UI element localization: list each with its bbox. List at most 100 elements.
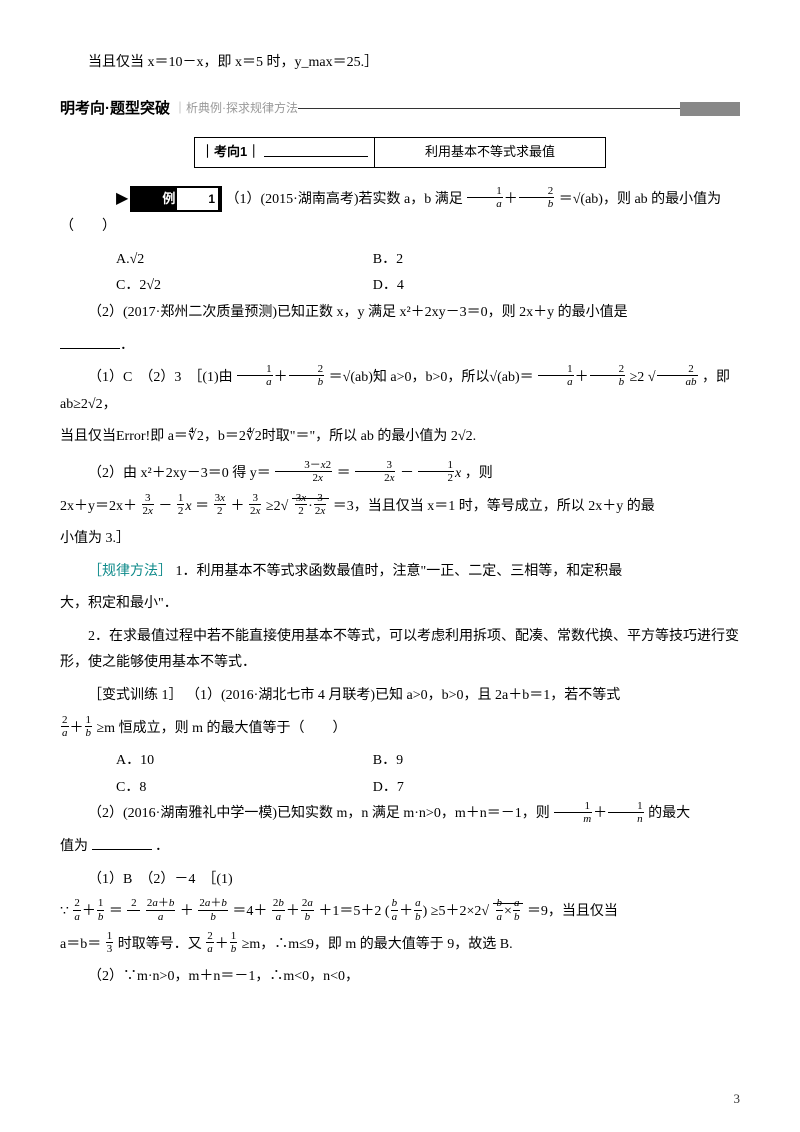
vs1d: ＝4＋	[232, 904, 267, 919]
sol-line-1: （1）C （2）3 ［(1)由 1a＋2b ＝√(ab)知 a>0，b>0，所以…	[60, 365, 740, 418]
sol4f: ＝3，当且仅当 x＝1 时，等号成立，所以 2x＋y 的最	[333, 499, 655, 514]
vsol-line-3: （2）∵m·n>0，m＋n＝－1，∴m<0，n<0，	[60, 964, 740, 991]
var2-blank	[92, 838, 152, 850]
sol4a: 2x＋y＝2x＋	[60, 499, 137, 514]
example-1-stem: ▶ 例1 （1）(2015·湖南高考)若实数 a，b 满足 1a＋2b ＝√(a…	[60, 184, 740, 241]
play-icon: ▶	[88, 184, 128, 214]
page-number: 3	[734, 1087, 741, 1112]
intro-line: 当且仅当 x＝10－x，即 x＝5 时，y_max＝25.］	[60, 50, 740, 77]
options-row-1: A.√2 B．2	[60, 247, 740, 274]
v-option-b: B．9	[373, 748, 740, 775]
sol4c: ＝	[195, 499, 209, 514]
frac-vs-2: 2	[127, 897, 140, 922]
frac-1n: 1n	[608, 800, 644, 825]
direction-label: ｜考向1｜	[201, 140, 260, 165]
blank-underline	[60, 337, 120, 349]
frac-s4-2: 12	[177, 492, 185, 517]
frac-vs2-2a: 2a	[206, 930, 214, 955]
option-b: B．2	[373, 247, 740, 274]
variant-1-cont: 2a＋1b ≥m 恒成立，则 m 的最大值等于（ ）	[60, 716, 740, 743]
sqrt-prod: 3x2·32x	[292, 498, 329, 514]
v-options-row-1: A．10 B．9	[60, 748, 740, 775]
direction-right: 利用基本不等式求最值	[375, 138, 605, 167]
frac-vs-2ba: 2ba	[272, 897, 285, 922]
sol2d: ，则	[465, 466, 493, 481]
method-line-2: 2．在求最值过程中若不能直接使用基本不等式，可以考虑利用拆项、配凑、常数代换、平…	[60, 624, 740, 677]
sol2a: （2）由 x²＋2xy－3＝0 得 y＝	[88, 466, 271, 481]
var2d: ．	[155, 839, 169, 854]
frac-2b2: 2b	[590, 363, 626, 388]
paren-frac: (ba＋ab)	[385, 904, 427, 919]
vs1e: ＋1＝5＋2	[318, 904, 381, 919]
vsol-line-2: a＝b＝ 13 时取等号．又 2a＋1b ≥m，∴m≤9，即 m 的最大值等于 …	[60, 932, 740, 959]
v-option-d: D．7	[373, 775, 740, 802]
var1b: ≥m 恒成立，则 m 的最大值等于（ ）	[97, 721, 347, 736]
sol-mid2: ≥2	[630, 370, 645, 385]
var2b: 的最大	[648, 806, 690, 821]
frac-1-a: 1a	[467, 185, 503, 210]
frac-2-b: 2b	[519, 185, 555, 210]
example-marker: ▶ 例1	[88, 184, 222, 214]
sol2b: ＝	[337, 466, 351, 481]
frac-s4-4: 32x	[249, 492, 261, 517]
frac-vs-2ab2: 2ab	[301, 897, 314, 922]
variant-2-cont: 值为 ．	[60, 834, 740, 861]
vs2a: a＝b＝	[60, 937, 101, 952]
vs2b: 时取等号．又	[118, 937, 202, 952]
divider-line	[298, 108, 680, 109]
sqrt-2ab: √2ab	[648, 370, 699, 385]
section-divider: 明考向·题型突破 ｜析典例·探求规律方法	[60, 95, 740, 124]
ex2-text: （2）(2017·郑州二次质量预测)已知正数 x，y 满足 x²＋2xy－3＝0…	[88, 305, 628, 320]
sol-line-2: 当且仅当Error!即 a＝∜2，b＝2∜2时取"＝"，所以 ab 的最小值为 …	[60, 424, 740, 451]
v-option-c: C．8	[60, 775, 373, 802]
frac-1-3: 13	[106, 930, 114, 955]
frac-1b: 1b	[85, 714, 93, 739]
ex1-source: （1）(2015·湖南高考)若实数 a，b 满足	[226, 192, 463, 207]
vs1b: ＝	[109, 904, 123, 919]
v-option-a: A．10	[60, 748, 373, 775]
var2c: 值为	[60, 839, 88, 854]
section-heading: 明考向·题型突破	[60, 95, 174, 124]
frac-vs-2ab-b: 2a＋bb	[198, 897, 228, 922]
sol-mid1: ＝√(ab)知 a>0，b>0，所以√(ab)＝	[329, 370, 534, 385]
method-1: 1．利用基本不等式求函数最值时，注意"一正、二定、三相等，和定积最	[176, 564, 623, 579]
direction-left: ｜考向1｜	[195, 138, 375, 167]
ex2-stem: （2）(2017·郑州二次质量预测)已知正数 x，y 满足 x²＋2xy－3＝0…	[60, 300, 740, 327]
options-row-2: C．2√2 D．4	[60, 273, 740, 300]
frac-1a: 1a	[237, 363, 273, 388]
vs1c: ＋	[180, 904, 194, 919]
sol4d: ＋	[231, 499, 245, 514]
var1a: （1）(2016·湖北七市 4 月联考)已知 a>0，b>0，且 2a＋b＝1，…	[186, 688, 620, 703]
frac-vs-1b: 1b	[97, 897, 105, 922]
frac-vs2-1b: 1b	[230, 930, 238, 955]
method-line-1b: 大，积定和最小"．	[60, 591, 740, 618]
direction-table: ｜考向1｜ 利用基本不等式求最值	[194, 137, 606, 168]
frac-vs-2a: 2a	[73, 897, 81, 922]
frac-1-2x: 12	[418, 459, 454, 484]
vs1g: ＝9，当且仅当	[527, 904, 618, 919]
sol4b: －	[158, 499, 172, 514]
frac-s4-3: 3x2	[214, 492, 226, 517]
example-number: 1	[177, 188, 218, 211]
direction-underline	[264, 147, 368, 157]
frac-2b: 2b	[289, 363, 325, 388]
vs1f: ≥5＋2×2√	[431, 904, 489, 919]
ex2-blank-line: ．	[60, 333, 740, 360]
variant-2-stem: （2）(2016·湖南雅礼中学一模)已知实数 m，n 满足 m·n>0，m＋n＝…	[60, 801, 740, 828]
frac-2a: 2a	[61, 714, 69, 739]
option-c: C．2√2	[60, 273, 373, 300]
vsol-line-1: ∵ 2a＋1b ＝ 2 2a＋ba ＋ 2a＋bb ＝4＋ 2ba＋2ab ＋1…	[60, 899, 740, 926]
var-label: ［变式训练 1］	[88, 688, 183, 703]
frac-vs-2ab-a: 2a＋ba	[146, 897, 176, 922]
frac-3-2x: 32x	[355, 459, 395, 484]
section-sub: ｜析典例·探求规律方法	[174, 97, 298, 120]
frac-1a2: 1a	[538, 363, 574, 388]
variant-1-stem: ［变式训练 1］ （1）(2016·湖北七市 4 月联考)已知 a>0，b>0，…	[60, 683, 740, 710]
direction-box: ｜考向1｜ 利用基本不等式求最值	[60, 137, 740, 168]
option-a: A.√2	[60, 247, 373, 274]
sol-l2: 当且仅当Error!即 a＝∜2，b＝2∜2时取"＝"，所以 ab 的最小值为 …	[60, 429, 476, 444]
top-text: 当且仅当 x＝10－x，即 x＝5 时，y_max＝25.］	[88, 55, 378, 70]
sol-head: （1）C （2）3 ［(1)由	[88, 370, 233, 385]
divider-block	[680, 102, 740, 116]
frac-1m: 1m	[554, 800, 592, 825]
